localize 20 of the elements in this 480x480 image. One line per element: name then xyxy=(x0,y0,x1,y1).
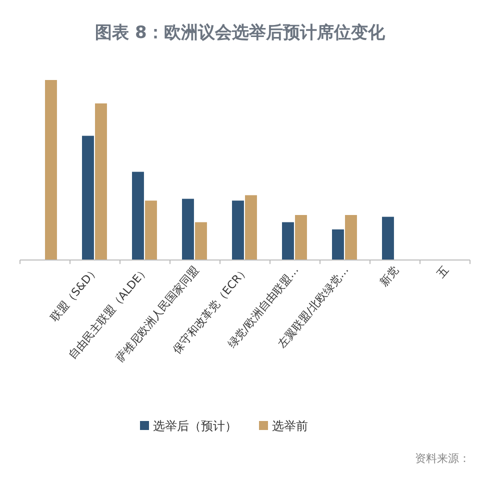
x-tick-label: 新党 xyxy=(377,264,402,289)
bar xyxy=(45,80,57,260)
chart-title: 图表 8：欧洲议会选举后预计席位变化 xyxy=(95,23,386,43)
bar xyxy=(295,215,307,260)
bar xyxy=(282,222,294,260)
bar xyxy=(132,172,144,260)
x-tick-label: 五 xyxy=(434,264,452,280)
bar xyxy=(245,195,257,260)
legend-label: 选举后（预计） xyxy=(153,419,237,433)
bar xyxy=(195,222,207,260)
legend-label: 选举前 xyxy=(272,419,308,433)
bar xyxy=(345,215,357,260)
bar xyxy=(95,103,107,260)
bar xyxy=(82,136,94,260)
bar xyxy=(145,200,157,260)
bar xyxy=(382,216,394,260)
bar xyxy=(332,229,344,260)
text: 资料来源： xyxy=(415,452,470,465)
bar xyxy=(232,200,244,260)
bar xyxy=(182,198,194,260)
